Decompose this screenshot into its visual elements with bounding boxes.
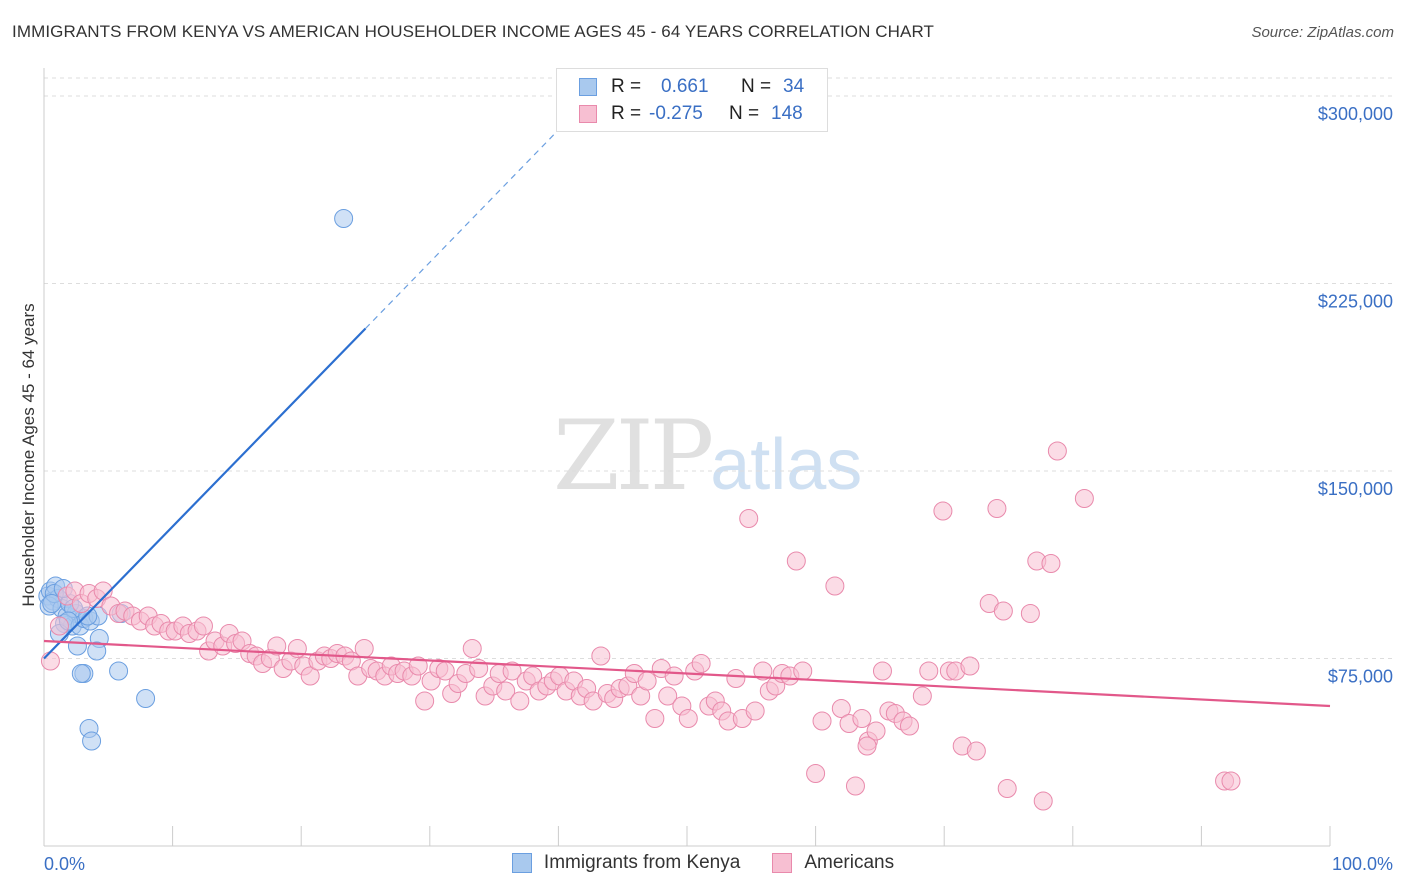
point-americans-125: [912, 686, 932, 706]
point-kenya-19: [87, 641, 107, 661]
legend-n-label: N =: [741, 76, 772, 97]
point-americans-141: [1047, 441, 1067, 461]
y-tick-label-2: $225,000: [1318, 292, 1393, 312]
point-americans-95: [691, 654, 711, 673]
source-label: Source: ZipAtlas.com: [1251, 24, 1394, 41]
point-americans-90: [658, 686, 678, 706]
series-label-kenya: Immigrants from Kenya: [543, 852, 741, 873]
legend-r-label: R =: [611, 76, 642, 97]
legend-r-value: -0.275: [649, 103, 703, 124]
point-americans-1: [49, 616, 69, 636]
point-americans-145: [857, 736, 877, 756]
y-axis-label: Householder Income Ages 45 - 64 years: [19, 303, 38, 606]
point-americans-32: [267, 636, 287, 656]
point-americans-112: [812, 711, 832, 731]
point-americans-88: [645, 709, 665, 728]
series-swatch-americans: [772, 853, 793, 873]
watermark-atlas: atlas: [710, 425, 863, 505]
point-americans-126: [919, 661, 939, 681]
point-americans-54: [415, 691, 435, 711]
point-americans-68: [510, 691, 530, 711]
point-kenya-23: [136, 689, 156, 708]
point-americans-142: [1074, 489, 1094, 508]
series-label-americans: Americans: [804, 852, 895, 873]
point-americans-93: [678, 709, 698, 728]
x-tick-label-min: 0.0%: [44, 854, 85, 874]
point-americans-91: [664, 666, 684, 686]
point-americans-110: [793, 661, 813, 681]
legend-n-label: N =: [729, 103, 760, 124]
legend-n-value: 34: [783, 76, 805, 97]
legend-swatch-americans: [579, 105, 597, 123]
point-americans-103: [745, 701, 765, 721]
point-americans-53: [408, 656, 428, 676]
tick-labels: $75,000 $150,000 $225,000 $300,000 0.0% 100.0…: [19, 104, 1393, 874]
point-americans-66: [496, 681, 516, 701]
point-kenya-21: [71, 664, 91, 683]
point-americans-137: [1020, 604, 1040, 623]
series-legend-americans: Americans: [772, 852, 894, 874]
point-americans-113: [825, 576, 845, 596]
point-americans-87: [637, 671, 657, 691]
chart-title: IMMIGRANTS FROM KENYA VS AMERICAN HOUSEH…: [12, 22, 935, 41]
point-americans-116: [845, 776, 865, 796]
series-swatch-kenya: [511, 853, 532, 873]
point-kenya-17: [67, 636, 87, 656]
point-americans-114: [831, 699, 851, 718]
point-americans-135: [993, 601, 1013, 621]
point-americans-144: [1221, 771, 1241, 791]
grid-lines: [44, 77, 1392, 659]
series-legend-kenya: Immigrants from Kenya: [511, 852, 741, 874]
watermark-zip: ZIP: [553, 400, 714, 512]
trend-lines: [43, 103, 1331, 708]
point-americans-117: [852, 709, 872, 728]
legend-row-americans: R = -0.275 N = 148: [579, 102, 803, 126]
point-americans-100: [726, 669, 746, 688]
point-americans-0: [40, 651, 60, 671]
point-americans-139: [1033, 791, 1053, 811]
legend-r-value: 0.661: [661, 76, 709, 97]
point-americans-109: [786, 551, 806, 571]
trend-extension-kenya: [365, 103, 585, 329]
point-americans-132: [966, 741, 986, 761]
point-americans-102: [739, 509, 759, 528]
point-americans-124: [899, 716, 919, 736]
point-americans-7: [93, 581, 113, 601]
point-americans-119: [866, 721, 886, 741]
point-kenya-26: [334, 209, 354, 228]
point-americans-104: [753, 661, 773, 681]
legend-row-kenya: R = 0.661 N = 34: [579, 75, 804, 99]
point-kenya-25: [82, 731, 102, 751]
point-americans-80: [591, 646, 611, 666]
point-kenya-22: [109, 661, 129, 681]
point-americans-61: [462, 639, 482, 658]
y-tick-label-0: $75,000: [1328, 667, 1393, 687]
axes: [43, 68, 1331, 847]
y-tick-label-1: $150,000: [1318, 479, 1393, 499]
point-americans-140: [1041, 554, 1061, 573]
point-americans-136: [997, 779, 1017, 798]
point-americans-120: [872, 661, 892, 681]
watermark: ZIPatlas: [553, 400, 862, 512]
series-legend: Immigrants from Kenya Americans: [0, 852, 1406, 874]
legend-swatch-kenya: [579, 78, 597, 96]
stats-legend: R = 0.661 N = 34 R = -0.275 N = 148: [556, 68, 828, 132]
x-tick-label-max: 100.0%: [1332, 854, 1393, 874]
legend-n-value: 148: [771, 103, 803, 124]
trend-line-kenya: [43, 327, 367, 660]
legend-r-label: R =: [611, 103, 642, 124]
point-americans-37: [300, 666, 320, 686]
trend-line-americans: [43, 639, 1331, 708]
point-americans-134: [987, 499, 1007, 518]
point-americans-45: [354, 639, 374, 658]
point-americans-21: [193, 616, 213, 636]
point-americans-131: [960, 656, 980, 676]
point-kenya-29: [42, 594, 62, 613]
data-points: [38, 209, 1241, 811]
point-americans-111: [806, 764, 826, 783]
point-americans-127: [933, 501, 953, 521]
point-americans-67: [502, 661, 522, 681]
y-tick-label-3: $300,000: [1318, 104, 1393, 124]
